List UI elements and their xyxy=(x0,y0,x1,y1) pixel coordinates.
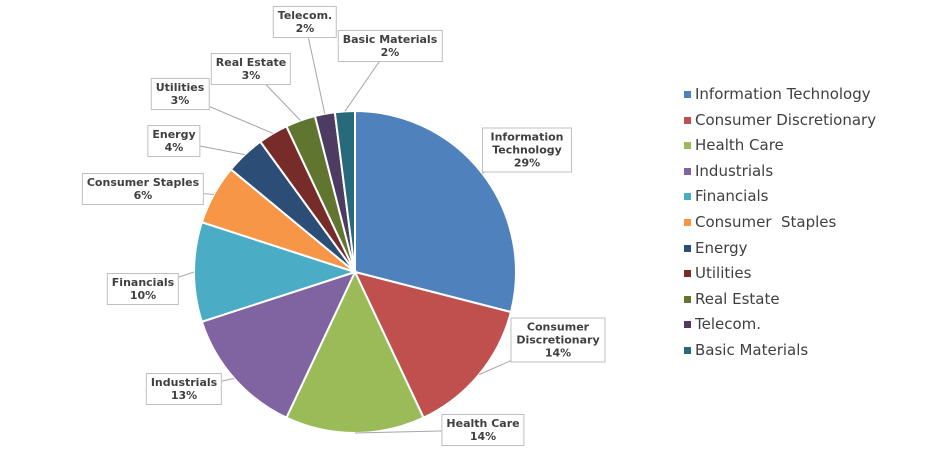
data-label-value: 4% xyxy=(164,141,184,154)
data-label-name: Consumer Discretionary xyxy=(516,320,600,347)
data-label-name: Financials xyxy=(111,276,175,289)
data-label-value: 13% xyxy=(170,389,198,402)
legend-swatch xyxy=(684,142,691,150)
legend-label: Information Technology xyxy=(695,85,871,103)
legend-label: Real Estate xyxy=(695,289,780,308)
pie-slice xyxy=(353,270,513,420)
data-label-value: 14% xyxy=(544,346,572,360)
legend-swatch xyxy=(684,193,691,201)
legend-swatch xyxy=(684,91,691,98)
data-label-name: Basic Materials xyxy=(342,33,438,46)
data-label: Information Technology 29% xyxy=(482,127,572,173)
legend-swatch xyxy=(684,219,691,226)
legend-label: Utilities xyxy=(695,264,752,283)
data-label-value: 2% xyxy=(295,22,315,35)
data-label: Industrials 13% xyxy=(145,373,223,405)
pie-slice xyxy=(333,109,356,273)
pie-slice xyxy=(200,270,357,420)
legend-swatch xyxy=(684,347,691,354)
data-label-name: Consumer Staples xyxy=(86,176,200,189)
legend-swatch xyxy=(684,270,691,278)
legend-swatch xyxy=(684,295,691,303)
legend-swatch xyxy=(684,167,691,175)
data-label-name: Industrials xyxy=(150,376,218,389)
legend-label: Health Care xyxy=(695,136,784,155)
legend-label: Financials xyxy=(695,187,769,206)
data-label-value: 14% xyxy=(469,430,497,443)
data-label: Consumer Discretionary 14% xyxy=(510,317,606,363)
data-label-name: Utilities xyxy=(155,81,205,94)
legend-swatch xyxy=(684,116,691,124)
data-label: Energy 4% xyxy=(147,125,201,157)
data-label-name: Energy xyxy=(152,128,196,141)
data-label-value: 3% xyxy=(241,69,261,82)
legend-label: Energy xyxy=(695,238,748,257)
data-label: Financials 10% xyxy=(106,273,180,305)
data-label: Basic Materials 2% xyxy=(337,30,443,62)
legend-swatch xyxy=(684,321,691,329)
data-label-value: 2% xyxy=(380,46,400,59)
legend-label: Consumer Staples xyxy=(695,213,837,231)
legend-label: Consumer Discretionary xyxy=(695,110,877,129)
legend-label: Telecom. xyxy=(695,315,762,334)
data-label-name: Information Technology xyxy=(490,130,564,157)
legend-label: Industrials xyxy=(695,161,774,180)
legend-label: Basic Materials xyxy=(695,341,809,359)
data-label: Telecom. 2% xyxy=(272,6,338,38)
data-label-name: Telecom. xyxy=(277,9,333,22)
data-label: Consumer Staples 6% xyxy=(81,173,205,205)
data-label-value: 3% xyxy=(170,94,190,107)
data-label-value: 29% xyxy=(513,156,541,170)
pie-slice xyxy=(193,220,359,324)
data-label-name: Real Estate xyxy=(215,56,287,69)
data-label-name: Health Care xyxy=(446,417,520,430)
data-label-value: 10% xyxy=(129,289,157,302)
legend-swatch xyxy=(684,244,691,252)
data-label: Real Estate 3% xyxy=(210,53,292,85)
data-label-value: 6% xyxy=(133,189,153,202)
data-label: Health Care 14% xyxy=(441,414,525,446)
data-label: Utilities 3% xyxy=(150,78,210,110)
